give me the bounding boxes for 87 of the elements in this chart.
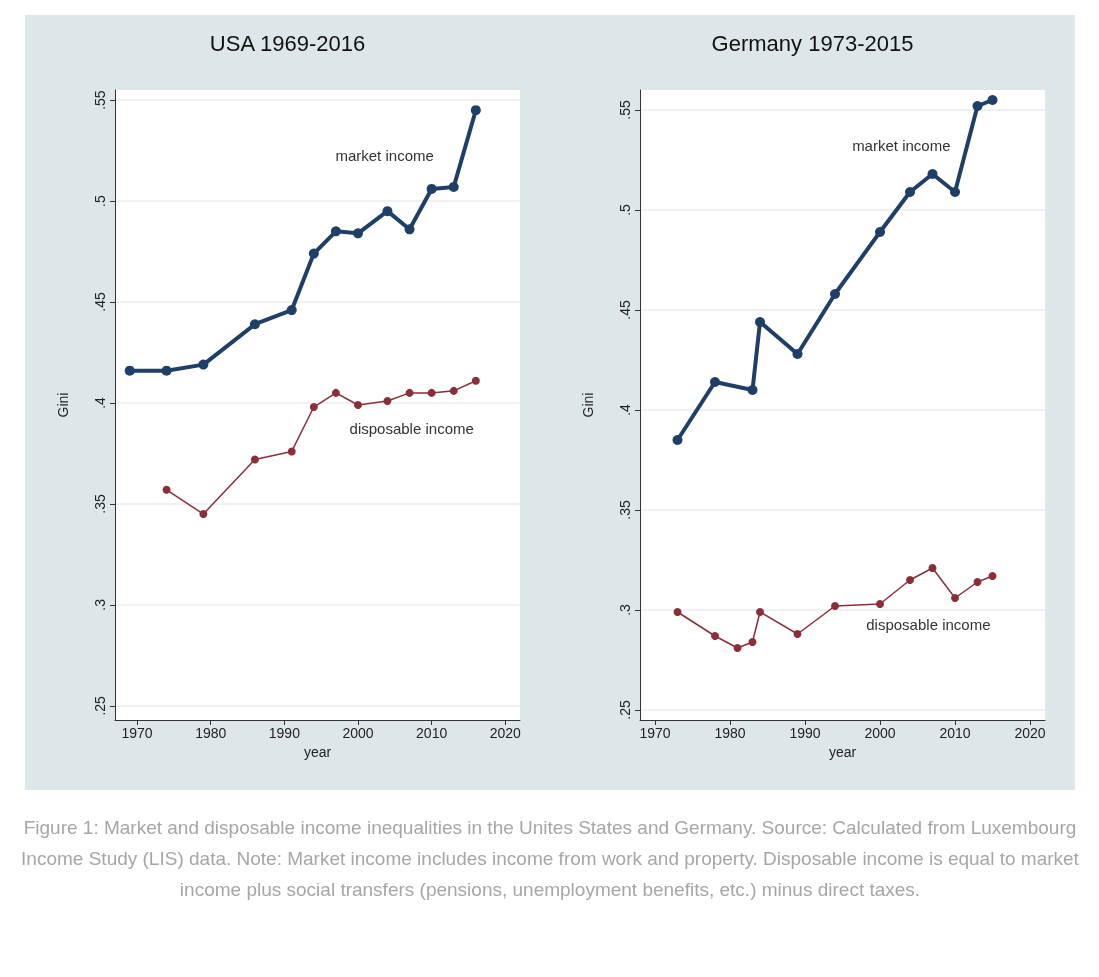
y-tick-label: .55: [617, 100, 633, 120]
point: [250, 455, 259, 464]
y-tick-label: .45: [92, 292, 108, 312]
point: [905, 187, 915, 197]
point: [792, 349, 803, 359]
chart-title: Germany 1973-2015: [711, 30, 914, 56]
point: [951, 594, 959, 602]
x-tick-label: 1990: [789, 725, 821, 741]
y-tick-label: .35: [92, 494, 108, 514]
point: [199, 510, 208, 519]
point: [950, 187, 960, 197]
point: [162, 485, 171, 494]
point: [927, 169, 938, 179]
point: [755, 317, 765, 327]
point: [249, 319, 260, 330]
y-tick-label: .3: [617, 603, 633, 616]
x-tick-label: 2020: [1014, 725, 1046, 741]
point: [330, 226, 341, 237]
x-tick-label: 2020: [489, 725, 522, 741]
series-label: disposable income: [349, 420, 474, 438]
point: [987, 95, 998, 105]
y-tick-label: .55: [92, 90, 108, 110]
x-tick-label: 2010: [416, 725, 448, 741]
series-label: disposable income: [866, 615, 991, 633]
x-axis-title: year: [303, 743, 332, 760]
chart-title: USA 1969-2016: [209, 30, 366, 56]
x-tick-label: 1980: [714, 725, 746, 741]
point: [286, 305, 297, 316]
x-tick-label: 2000: [342, 725, 374, 741]
x-tick-label: 2000: [864, 725, 896, 741]
x-tick-label: 1970: [121, 725, 153, 741]
y-tick-label: .5: [617, 203, 633, 216]
point: [198, 359, 209, 370]
point: [672, 435, 683, 445]
y-tick-label: .25: [617, 700, 633, 720]
point: [830, 289, 840, 299]
point: [405, 388, 414, 397]
point: [161, 365, 172, 376]
point: [973, 578, 982, 586]
point: [673, 608, 682, 616]
x-tick-label: 2010: [939, 725, 971, 741]
point: [309, 403, 318, 412]
point: [124, 365, 135, 376]
point: [470, 105, 481, 116]
y-axis-title: Gini: [55, 392, 71, 418]
point: [383, 396, 392, 405]
point: [449, 386, 458, 395]
y-tick-label: .35: [617, 500, 633, 520]
point: [906, 576, 914, 584]
series-label: market income: [335, 146, 434, 164]
point: [382, 206, 393, 217]
point: [287, 447, 296, 456]
point: [747, 385, 758, 395]
y-tick-label: .5: [92, 195, 108, 207]
point: [331, 388, 340, 397]
point: [876, 600, 884, 608]
point: [471, 376, 480, 385]
point: [354, 401, 362, 409]
point: [756, 608, 764, 616]
x-tick-label: 1970: [639, 725, 671, 741]
x-axis-title: year: [828, 743, 857, 760]
point: [928, 564, 937, 572]
point: [308, 248, 319, 259]
point: [875, 227, 885, 237]
point: [793, 630, 802, 638]
point: [733, 644, 742, 652]
point: [972, 101, 983, 111]
point: [404, 224, 415, 235]
x-tick-label: 1980: [195, 725, 227, 741]
y-tick-label: .4: [92, 396, 108, 409]
point: [748, 638, 757, 646]
x-tick-label: 1990: [268, 725, 301, 741]
caption: Figure 1: Market and disposable income inequalities in the Unites States and Germany. Source: Calculated from Luxembourg Income Study (LIS) data. Note: Market income includes income from work and property. Disposable income is equal to market income plus social transfers (pensions, unemployment benefits, etc.) minus direct taxes.: [20, 816, 1080, 902]
point: [988, 572, 997, 580]
point: [426, 183, 437, 194]
y-tick-label: .45: [617, 300, 633, 320]
series-label: market income: [852, 136, 951, 154]
y-tick-label: .4: [617, 403, 633, 416]
point: [353, 228, 363, 239]
point: [831, 602, 839, 610]
y-axis-title: Gini: [580, 392, 596, 418]
point: [711, 632, 719, 640]
point: [710, 377, 720, 387]
y-tick-label: .25: [92, 695, 108, 716]
point: [448, 181, 459, 192]
y-tick-label: .3: [92, 598, 108, 611]
point: [427, 388, 436, 397]
